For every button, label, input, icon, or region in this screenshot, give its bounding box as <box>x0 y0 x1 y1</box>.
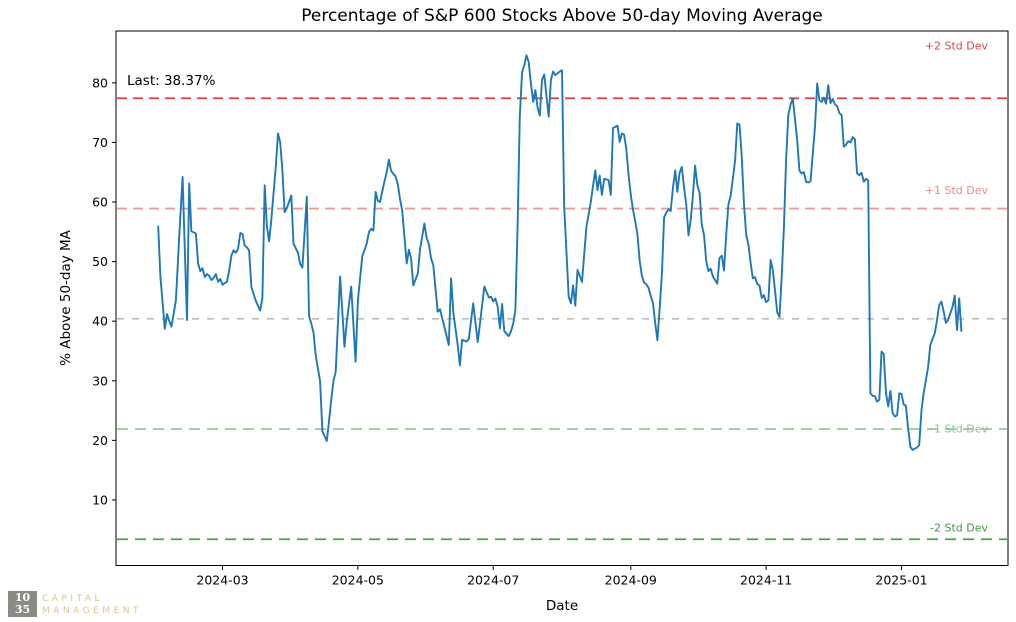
y-axis-label: % Above 50-day MA <box>58 230 74 366</box>
x-tick-label: 2024-05 <box>332 573 384 588</box>
x-tick-label: 2025-01 <box>875 573 927 588</box>
plot-border <box>115 30 1009 566</box>
logo-word-top: CAPITAL <box>42 594 103 604</box>
x-tick-label: 2024-03 <box>196 573 248 588</box>
y-tick-label: 20 <box>92 433 108 448</box>
band-label-minus-1-std-dev: -1 Std Dev <box>930 422 988 435</box>
logo-mark: 10 35 <box>8 591 37 617</box>
y-tick-label: 80 <box>92 75 108 90</box>
logo-words: CAPITAL MANAGEMENT <box>42 591 142 617</box>
x-tick-label: 2024-07 <box>467 573 519 588</box>
brand-logo: 10 35 CAPITAL MANAGEMENT <box>8 591 142 617</box>
chart-title: Percentage of S&P 600 Stocks Above 50-da… <box>301 6 823 26</box>
band-label-minus-2-std-dev: -2 Std Dev <box>930 521 988 534</box>
series-line-pct-above-50dma <box>157 54 963 451</box>
logo-word-bottom: MANAGEMENT <box>42 606 142 616</box>
band-label-plus-2-std-dev: +2 Std Dev <box>925 39 989 52</box>
y-tick-label: 70 <box>92 135 108 150</box>
y-tick-label: 40 <box>92 314 108 329</box>
y-tick-label: 10 <box>92 492 108 507</box>
y-tick-label: 30 <box>92 373 108 388</box>
y-tick-label: 50 <box>92 254 108 269</box>
x-tick-label: 2024-11 <box>740 573 792 588</box>
last-value-annotation: Last: 38.37% <box>127 73 216 89</box>
y-tick-label: 60 <box>92 195 108 210</box>
logo-mark-bottom: 35 <box>14 603 31 616</box>
band-label-plus-1-std-dev: +1 Std Dev <box>925 184 989 197</box>
logo-mark-top: 10 <box>14 591 31 604</box>
x-axis-label: Date <box>545 598 579 614</box>
x-tick-label: 2024-09 <box>605 573 657 588</box>
